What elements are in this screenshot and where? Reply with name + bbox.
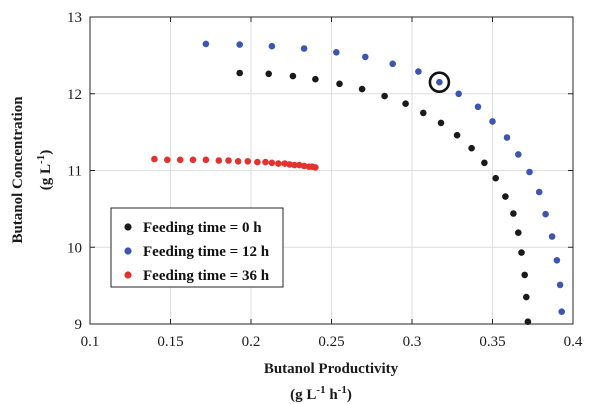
data-point [381, 92, 388, 100]
data-point [437, 119, 445, 127]
data-point [420, 109, 427, 117]
y-tick-label: 10 [67, 240, 82, 256]
y-tick-label: 13 [67, 10, 82, 26]
data-point [542, 210, 549, 218]
data-point [336, 80, 343, 88]
data-point [236, 41, 243, 48]
data-point [455, 90, 463, 98]
data-point [474, 103, 482, 111]
series-0 [236, 69, 532, 326]
data-point [553, 257, 561, 264]
series-2 [151, 155, 319, 171]
legend-box [110, 207, 284, 288]
data-point [515, 151, 522, 158]
x-axis-label: Butanol Productivity [264, 361, 399, 377]
data-point [526, 168, 533, 176]
data-point [289, 72, 297, 80]
data-point [262, 158, 269, 166]
data-point [453, 131, 461, 139]
data-point [268, 159, 276, 167]
data-point [286, 161, 293, 168]
x-tick-label: 0.15 [157, 334, 183, 350]
data-point [468, 144, 475, 152]
data-point [503, 134, 511, 141]
data-point [415, 68, 422, 75]
data-point [515, 229, 522, 236]
data-point [312, 75, 319, 83]
data-point [524, 318, 532, 326]
y-tick-label: 11 [68, 164, 82, 180]
data-point [202, 156, 210, 164]
x-tick-label: 0.25 [318, 334, 344, 350]
data-point [523, 293, 530, 301]
x-tick-label: 0.4 [564, 334, 583, 350]
data-point [265, 70, 273, 78]
data-point [176, 156, 184, 164]
data-point [254, 158, 261, 166]
data-point [236, 69, 243, 77]
axis-ticks: 0.1 0.15 0.2 0.25 0.3 0.35 0.4 9 10 11 12 13 [67, 10, 583, 350]
data-point [275, 160, 282, 167]
data-point [333, 49, 340, 56]
x-axis-units: (g L-1 h-1) [290, 384, 352, 403]
x-tick-label: 0.2 [242, 334, 261, 350]
data-point [535, 188, 543, 196]
data-point [300, 162, 308, 170]
data-point [202, 40, 210, 48]
data-point [151, 155, 158, 163]
data-point [521, 271, 528, 279]
data-point [389, 60, 397, 68]
legend-label: Feeding time = 36 h [143, 268, 270, 284]
data-point [548, 233, 556, 240]
data-point [558, 308, 565, 316]
x-tick-label: 0.35 [479, 334, 505, 350]
legend: Feeding time = 0 h Feeding time = 12 h Fee… [110, 207, 284, 288]
data-point [481, 159, 488, 167]
data-point [492, 174, 500, 182]
data-point [402, 100, 409, 107]
data-point [489, 118, 496, 125]
data-point [300, 45, 308, 52]
data-point [234, 158, 242, 165]
data-point [502, 193, 509, 200]
y-tick-label: 12 [67, 87, 82, 103]
legend-label: Feeding time = 12 h [143, 244, 270, 260]
data-point [518, 249, 525, 256]
legend-marker [124, 271, 132, 279]
data-point [215, 157, 223, 164]
y-tick-label: 9 [75, 317, 83, 333]
series-1 [202, 40, 565, 316]
data-point [358, 85, 366, 93]
x-tick-label: 0.1 [81, 334, 100, 350]
data-point [510, 210, 517, 217]
y-axis-label: Butanol Concentration [10, 96, 26, 244]
legend-label: Feeding time = 0 h [143, 220, 262, 236]
y-axis-units: (g L-1) [35, 150, 54, 190]
data-point [291, 161, 298, 169]
highlight-circle [428, 71, 451, 93]
data-points [151, 40, 565, 326]
data-point [225, 157, 232, 164]
data-point [189, 156, 197, 164]
legend-marker [124, 247, 132, 255]
data-point [164, 156, 171, 164]
data-point [556, 281, 564, 289]
legend-marker [124, 223, 132, 231]
data-point [312, 164, 319, 171]
data-point [244, 158, 252, 165]
x-tick-label: 0.3 [403, 334, 422, 350]
data-point [268, 42, 276, 50]
highlight-marker [428, 71, 451, 93]
data-point [436, 78, 443, 86]
data-point [362, 53, 369, 61]
